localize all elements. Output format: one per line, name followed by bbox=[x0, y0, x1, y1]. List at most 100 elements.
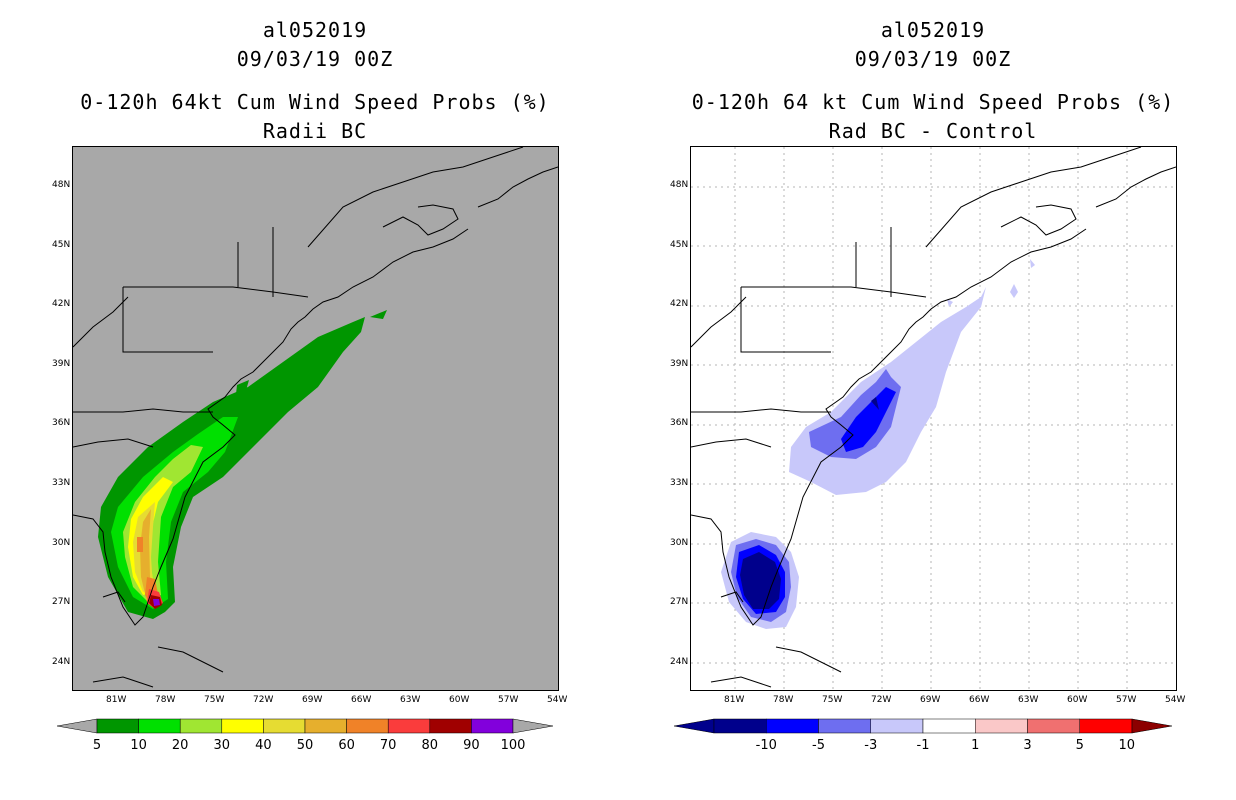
lon-label: 57W bbox=[1116, 695, 1137, 705]
lon-label: 81W bbox=[106, 695, 127, 705]
lon-label: 63W bbox=[1018, 695, 1039, 705]
colorbar-high-triangle bbox=[1131, 718, 1173, 734]
contour-minus10-north bbox=[871, 397, 879, 410]
contour-5c bbox=[236, 380, 249, 394]
contour-90 bbox=[153, 599, 160, 606]
colorbar-label: 30 bbox=[213, 738, 231, 753]
lon-label: 54W bbox=[547, 695, 568, 705]
contour-60 bbox=[137, 537, 159, 605]
left-colorbar bbox=[56, 716, 554, 736]
right-difference-map bbox=[690, 146, 1177, 691]
colorbar-label: -5 bbox=[812, 738, 825, 753]
lat-label: 42N bbox=[52, 299, 71, 310]
colorbar-low-triangle bbox=[673, 718, 715, 734]
colorbar-segment bbox=[221, 718, 264, 734]
lon-label: 81W bbox=[724, 695, 745, 705]
colorbar-segment bbox=[870, 718, 924, 734]
left-date: 09/03/19 00Z bbox=[236, 47, 394, 71]
colorbar-label: 90 bbox=[463, 738, 480, 753]
contour-minus10-south bbox=[740, 552, 781, 609]
lon-label: 72W bbox=[871, 695, 892, 705]
contour-minus1-dot3 bbox=[1030, 259, 1035, 268]
colorbar-segment bbox=[179, 718, 223, 734]
colorbar-segment bbox=[96, 718, 139, 734]
lon-label: 54W bbox=[1165, 695, 1186, 705]
lat-label: 33N bbox=[52, 478, 71, 488]
colorbar-segment bbox=[975, 718, 1028, 734]
colorbar-segment bbox=[346, 718, 389, 734]
left-probability-contours bbox=[98, 310, 387, 619]
lat-label: 36N bbox=[52, 418, 71, 429]
colorbar-segment bbox=[429, 718, 472, 734]
right-subtitle: Rad BC - Control bbox=[828, 119, 1038, 143]
lat-label: 24N bbox=[52, 656, 71, 667]
lon-label: 75W bbox=[822, 695, 843, 705]
colorbar-label: 5 bbox=[92, 738, 102, 753]
contour-5b bbox=[370, 310, 387, 319]
colorbar-label: 10 bbox=[1118, 738, 1136, 753]
colorbar-segment bbox=[818, 718, 871, 734]
colorbar-label: -10 bbox=[755, 738, 777, 753]
left-coastlines bbox=[73, 147, 558, 688]
colorbar-label: 3 bbox=[1023, 738, 1032, 753]
contour-minus5-north bbox=[841, 387, 896, 452]
lat-label: 45N bbox=[670, 239, 689, 250]
lon-label: 66W bbox=[351, 695, 372, 705]
lat-label: 27N bbox=[52, 597, 71, 608]
colorbar-label: 1 bbox=[971, 738, 980, 753]
right-date: 09/03/19 00Z bbox=[854, 47, 1012, 71]
lon-label: 69W bbox=[302, 695, 323, 705]
left-subtitle: Radii BC bbox=[262, 119, 368, 143]
lon-label: 72W bbox=[253, 695, 274, 705]
contour-minus3-north bbox=[809, 369, 901, 459]
colorbar-label: 5 bbox=[1075, 738, 1084, 753]
lat-label: 30N bbox=[670, 537, 689, 548]
lon-label: 57W bbox=[498, 695, 519, 705]
colorbar-segment bbox=[471, 718, 514, 734]
colorbar-low-triangle bbox=[56, 718, 98, 734]
lat-label: 48N bbox=[670, 180, 689, 190]
colorbar-label: 40 bbox=[255, 738, 272, 753]
lon-label: 66W bbox=[969, 695, 990, 705]
colorbar-label: 70 bbox=[379, 738, 397, 753]
colorbar-segment bbox=[263, 718, 306, 734]
colorbar-segment bbox=[387, 718, 431, 734]
lat-label: 27N bbox=[670, 597, 689, 608]
colorbar-label: 100 bbox=[500, 738, 526, 753]
colorbar-label: 10 bbox=[130, 738, 147, 753]
left-storm-id: al052019 bbox=[262, 18, 368, 42]
colorbar-label: 80 bbox=[421, 738, 439, 753]
contour-minus1-dot bbox=[1010, 284, 1018, 298]
lon-label: 69W bbox=[920, 695, 941, 705]
lon-label: 78W bbox=[773, 695, 794, 705]
contour-50 bbox=[140, 509, 155, 602]
colorbar-label: -1 bbox=[916, 738, 930, 753]
lat-label: 48N bbox=[52, 180, 71, 190]
lat-label: 39N bbox=[670, 358, 689, 369]
lat-label: 36N bbox=[670, 418, 689, 429]
colorbar-segment bbox=[766, 718, 819, 734]
lat-label: 33N bbox=[670, 478, 689, 488]
colorbar-high-triangle bbox=[512, 718, 554, 734]
lon-label: 60W bbox=[449, 695, 470, 705]
lat-label: 42N bbox=[670, 299, 689, 310]
lon-label: 78W bbox=[155, 695, 176, 705]
colorbar-label: 60 bbox=[338, 738, 355, 753]
right-coastlines bbox=[691, 147, 1176, 688]
colorbar-segment bbox=[304, 718, 347, 734]
lat-label: 45N bbox=[52, 239, 71, 250]
lat-label: 30N bbox=[52, 537, 71, 548]
right-colorbar bbox=[673, 716, 1173, 736]
left-probability-map bbox=[72, 146, 559, 691]
colorbar-segment bbox=[138, 718, 181, 734]
left-title: 0-120h 64kt Cum Wind Speed Probs (%) bbox=[80, 90, 550, 114]
colorbar-label: 20 bbox=[171, 738, 189, 753]
right-title: 0-120h 64 kt Cum Wind Speed Probs (%) bbox=[691, 90, 1175, 114]
lat-label: 24N bbox=[670, 656, 689, 667]
colorbar-segment bbox=[713, 718, 767, 734]
lon-label: 60W bbox=[1067, 695, 1088, 705]
colorbar-segment bbox=[922, 718, 976, 734]
colorbar-label: 50 bbox=[296, 738, 314, 753]
lat-label: 39N bbox=[52, 358, 71, 369]
colorbar-label: -3 bbox=[864, 738, 878, 753]
